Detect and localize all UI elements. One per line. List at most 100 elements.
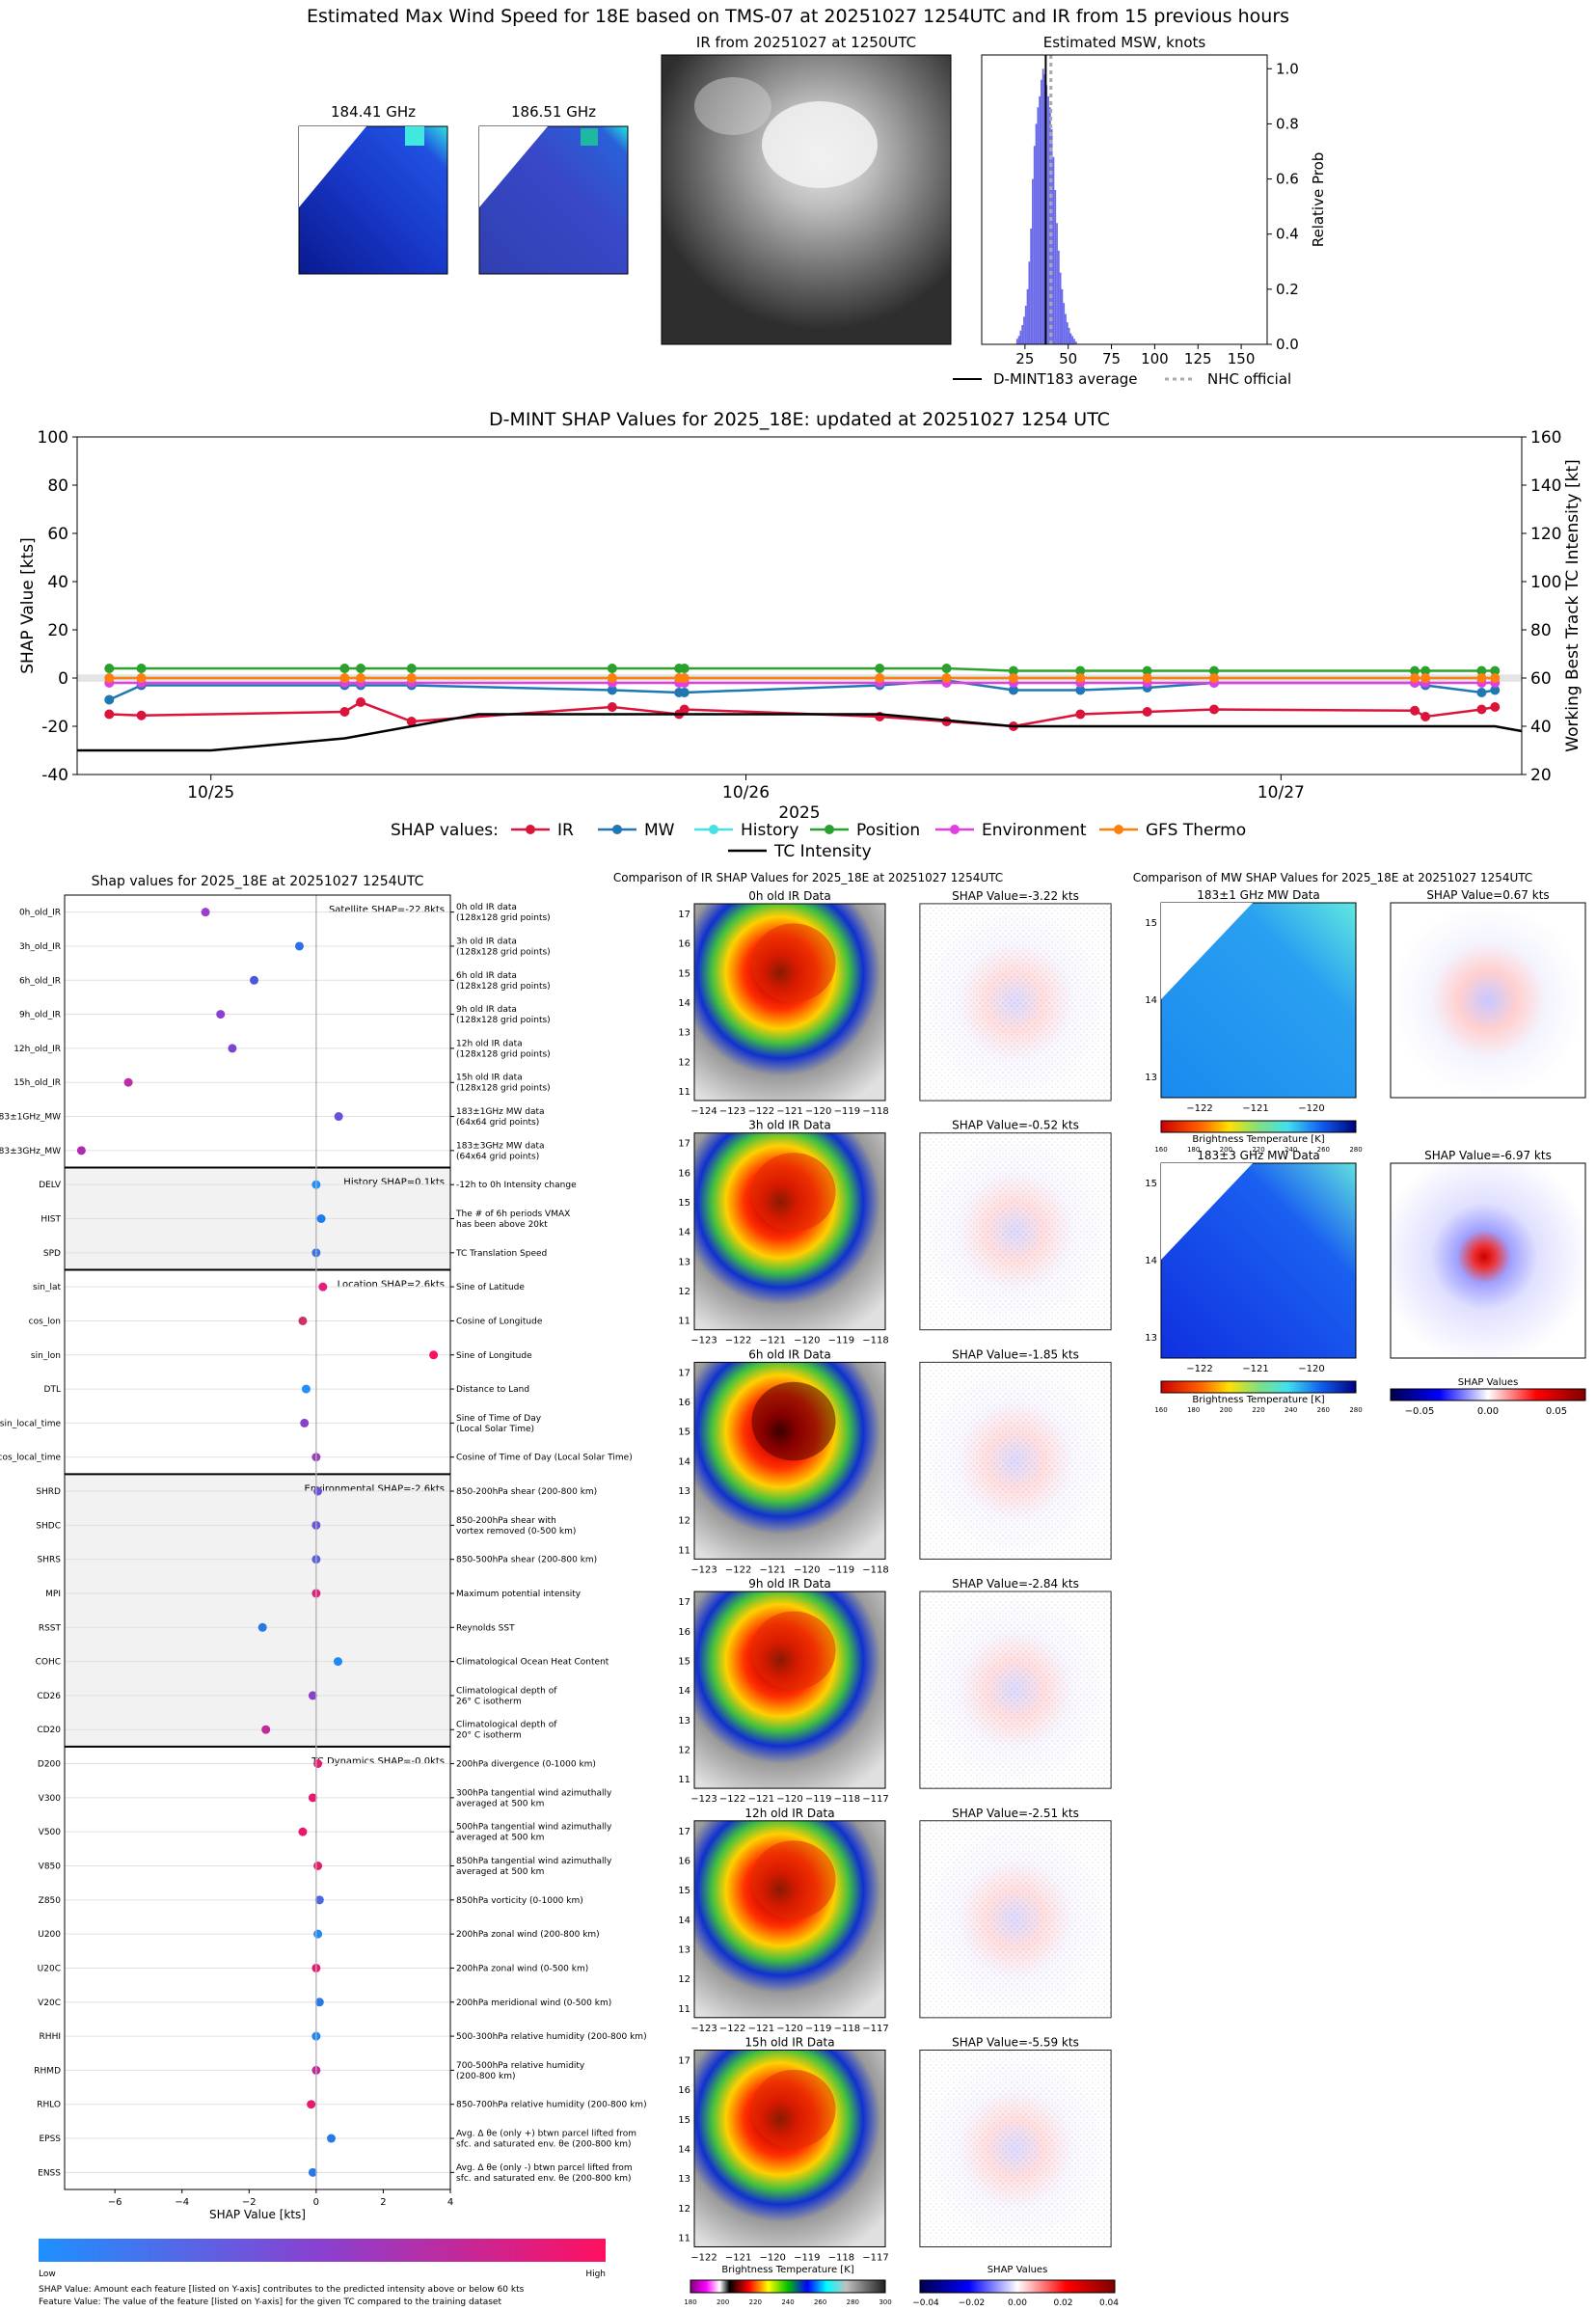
- group-title: Location SHAP=2.6kts: [338, 1279, 445, 1290]
- ir-xtick-label: −121: [748, 1794, 774, 1805]
- feature-desc: (128x128 grid points): [456, 947, 551, 957]
- feature-label: sin_local_time: [0, 1419, 61, 1428]
- hist-bar: [1047, 95, 1049, 344]
- ir-bt-tick: 280: [847, 2298, 859, 2306]
- ir-ytick-label: 16: [678, 1856, 690, 1866]
- feature-point: [314, 1998, 324, 2007]
- series-point: [406, 664, 417, 673]
- legend-marker: [526, 825, 535, 834]
- feature-point: [313, 1862, 323, 1870]
- colorbar-note1: SHAP Value: Amount each feature [listed …: [39, 2285, 525, 2295]
- line-y2tick-label: 140: [1530, 476, 1561, 496]
- ir-xtick-label: −119: [805, 2024, 831, 2034]
- ir-shap-tick: −0.04: [912, 2298, 939, 2308]
- ir-ytick-label: 14: [678, 998, 690, 1009]
- feature-desc: has been above 20kt: [456, 1220, 548, 1230]
- ir-xtick-label: −121: [748, 2024, 774, 2034]
- ir-shap-texture: [920, 904, 1111, 1101]
- ir-ytick-label: 15: [678, 1656, 690, 1667]
- ir-convection-core: [751, 923, 836, 1002]
- mw-bt-tick: 280: [1349, 1146, 1362, 1154]
- hist-ytick-label: 0.2: [1276, 281, 1299, 298]
- line-ytick-label: 100: [38, 428, 68, 448]
- feature-desc: 200hPa meridional wind (0-500 km): [456, 1998, 611, 2008]
- feature-label: V20C: [38, 1998, 61, 2008]
- shap-feature-chart: Shap values for 2025_18E at 20251027 125…: [0, 874, 647, 2307]
- series-point: [1476, 688, 1487, 697]
- series-point: [1420, 673, 1431, 683]
- legend-marker: [825, 825, 834, 834]
- ir-ytick-label: 12: [678, 1287, 690, 1297]
- feature-point: [307, 2100, 316, 2109]
- mw-shap-colorbar: [1390, 1388, 1586, 1401]
- series-point: [1476, 673, 1487, 683]
- feature-desc: sfc. and saturated env. θe (200-800 km): [456, 2140, 632, 2150]
- feature-point: [300, 1418, 310, 1427]
- feature-desc: Distance to Land: [456, 1385, 529, 1395]
- feature-desc: 3h old IR data: [456, 937, 517, 946]
- mw-shap-title: SHAP Value=-6.97 kts: [1424, 1149, 1552, 1162]
- ir-image: [661, 54, 952, 345]
- ir-shap-texture: [920, 1591, 1111, 1789]
- feature-desc: 850-500hPa shear (200-800 km): [456, 1556, 597, 1565]
- ir-data-title: 15h old IR Data: [744, 2036, 834, 2050]
- ir-ytick-label: 16: [678, 1398, 690, 1408]
- ir-ytick-label: 13: [678, 1486, 690, 1497]
- series-point: [1008, 685, 1018, 695]
- ir-ytick-label: 17: [678, 1139, 690, 1150]
- mw-bt-tick: 280: [1349, 1406, 1362, 1414]
- ir-xtick-label: −119: [828, 1336, 854, 1346]
- legend-marker: [1114, 825, 1123, 834]
- feature-desc: Climatological Ocean Heat Content: [456, 1658, 609, 1668]
- feature-desc: -12h to 0h Intensity change: [456, 1181, 577, 1190]
- group-title: Satellite SHAP=-22.8kts: [329, 905, 445, 915]
- hist-bar: [1024, 306, 1027, 344]
- scatter-xtick-label: −2: [242, 2197, 257, 2208]
- ir-ytick-label: 14: [678, 1456, 690, 1467]
- ir-ytick-label: 17: [678, 1597, 690, 1608]
- series-point: [1420, 666, 1431, 676]
- ir-convection-core: [751, 1840, 836, 1919]
- ir-bt-tick: 180: [684, 2298, 696, 2306]
- ir-xtick-label: −119: [828, 1564, 854, 1575]
- feature-point: [429, 1350, 439, 1360]
- legend-label: MW: [644, 821, 675, 840]
- mw-ytick-label: 13: [1145, 1333, 1157, 1344]
- ir-xtick-label: −119: [805, 1794, 831, 1805]
- scatter-title: Shap values for 2025_18E at 20251027 125…: [92, 874, 424, 889]
- hist-bar: [1068, 327, 1070, 344]
- ir-ytick-label: 13: [678, 1716, 690, 1726]
- feature-desc: 0h old IR data: [456, 903, 517, 912]
- feature-desc: averaged at 500 km: [456, 1834, 544, 1843]
- hist-bar: [1039, 95, 1041, 344]
- hist-bar: [1030, 229, 1033, 344]
- feature-desc: 15h old IR data: [456, 1074, 523, 1083]
- legend-marker: [612, 825, 622, 834]
- feature-desc: Climatological depth of: [456, 1686, 557, 1696]
- feature-label: RHHI: [40, 2032, 61, 2042]
- hist-ytick-label: 0.8: [1276, 115, 1299, 132]
- feature-desc: (128x128 grid points): [456, 1049, 551, 1059]
- colorbar-note2: Feature Value: The value of the feature …: [39, 2297, 501, 2307]
- mw-bt-colorbar: [1160, 1120, 1357, 1133]
- ir-data-title: 6h old IR Data: [748, 1347, 831, 1361]
- legend-marker: [709, 825, 718, 834]
- ir-xtick-label: −117: [862, 1794, 888, 1805]
- series-point: [1490, 685, 1501, 695]
- ir-ytick-label: 17: [678, 1827, 690, 1837]
- feature-desc: 183±1GHz MW data: [456, 1107, 545, 1117]
- series-point: [1142, 707, 1152, 717]
- ir-shap-tick: 0.02: [1053, 2298, 1072, 2308]
- series-point: [1008, 673, 1018, 683]
- feature-label: RSST: [39, 1623, 62, 1633]
- mw-shap-title: SHAP Value=0.67 kts: [1426, 888, 1549, 902]
- ir-shap-title: SHAP Value=-5.59 kts: [952, 2036, 1079, 2050]
- mw1-label: 184.41 GHz: [330, 103, 417, 121]
- feature-point: [298, 1316, 308, 1325]
- feature-point: [216, 1010, 226, 1020]
- legend-marker: [950, 825, 960, 834]
- series-point: [1075, 666, 1086, 676]
- feature-desc: (128x128 grid points): [456, 982, 551, 992]
- line-title: D-MINT SHAP Values for 2025_18E: updated…: [489, 409, 1110, 430]
- ir-ytick-label: 14: [678, 1228, 690, 1238]
